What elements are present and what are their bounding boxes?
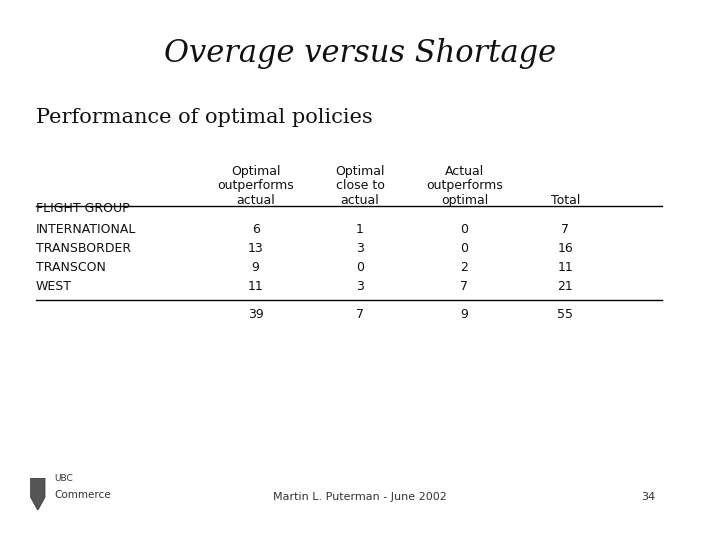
Text: 0: 0: [460, 242, 469, 255]
Text: INTERNATIONAL: INTERNATIONAL: [36, 223, 136, 236]
Text: TRANSCON: TRANSCON: [36, 261, 106, 274]
Text: 9: 9: [252, 261, 259, 274]
Text: 3: 3: [356, 242, 364, 255]
Text: Overage versus Shortage: Overage versus Shortage: [164, 38, 556, 69]
Text: 11: 11: [557, 261, 573, 274]
Text: 6: 6: [252, 223, 259, 236]
Text: 9: 9: [461, 308, 468, 321]
Text: Martin L. Puterman - June 2002: Martin L. Puterman - June 2002: [273, 492, 447, 502]
Text: 11: 11: [248, 280, 264, 293]
Text: 13: 13: [248, 242, 264, 255]
Text: TRANSBORDER: TRANSBORDER: [36, 242, 131, 255]
Text: optimal: optimal: [441, 194, 488, 207]
Text: 2: 2: [461, 261, 468, 274]
Text: close to: close to: [336, 179, 384, 192]
Text: actual: actual: [236, 194, 275, 207]
Text: outperforms: outperforms: [426, 179, 503, 192]
Text: 1: 1: [356, 223, 364, 236]
Text: 16: 16: [557, 242, 573, 255]
Text: 55: 55: [557, 308, 573, 321]
Text: Performance of optimal policies: Performance of optimal policies: [36, 108, 373, 127]
Text: 0: 0: [460, 223, 469, 236]
Text: FLIGHT GROUP: FLIGHT GROUP: [36, 202, 130, 215]
Text: 21: 21: [557, 280, 573, 293]
Text: 39: 39: [248, 308, 264, 321]
Text: UBC: UBC: [54, 474, 73, 483]
Text: 0: 0: [356, 261, 364, 274]
Text: outperforms: outperforms: [217, 179, 294, 192]
Polygon shape: [30, 478, 45, 510]
Text: Optimal: Optimal: [231, 165, 280, 178]
Text: Optimal: Optimal: [336, 165, 384, 178]
Text: 7: 7: [356, 308, 364, 321]
Text: 7: 7: [460, 280, 469, 293]
Text: actual: actual: [341, 194, 379, 207]
Text: WEST: WEST: [36, 280, 72, 293]
Text: 7: 7: [561, 223, 570, 236]
Text: 34: 34: [641, 492, 655, 502]
Text: Commerce: Commerce: [54, 489, 111, 500]
Text: Actual: Actual: [445, 165, 484, 178]
Text: 3: 3: [356, 280, 364, 293]
Text: Total: Total: [551, 194, 580, 207]
